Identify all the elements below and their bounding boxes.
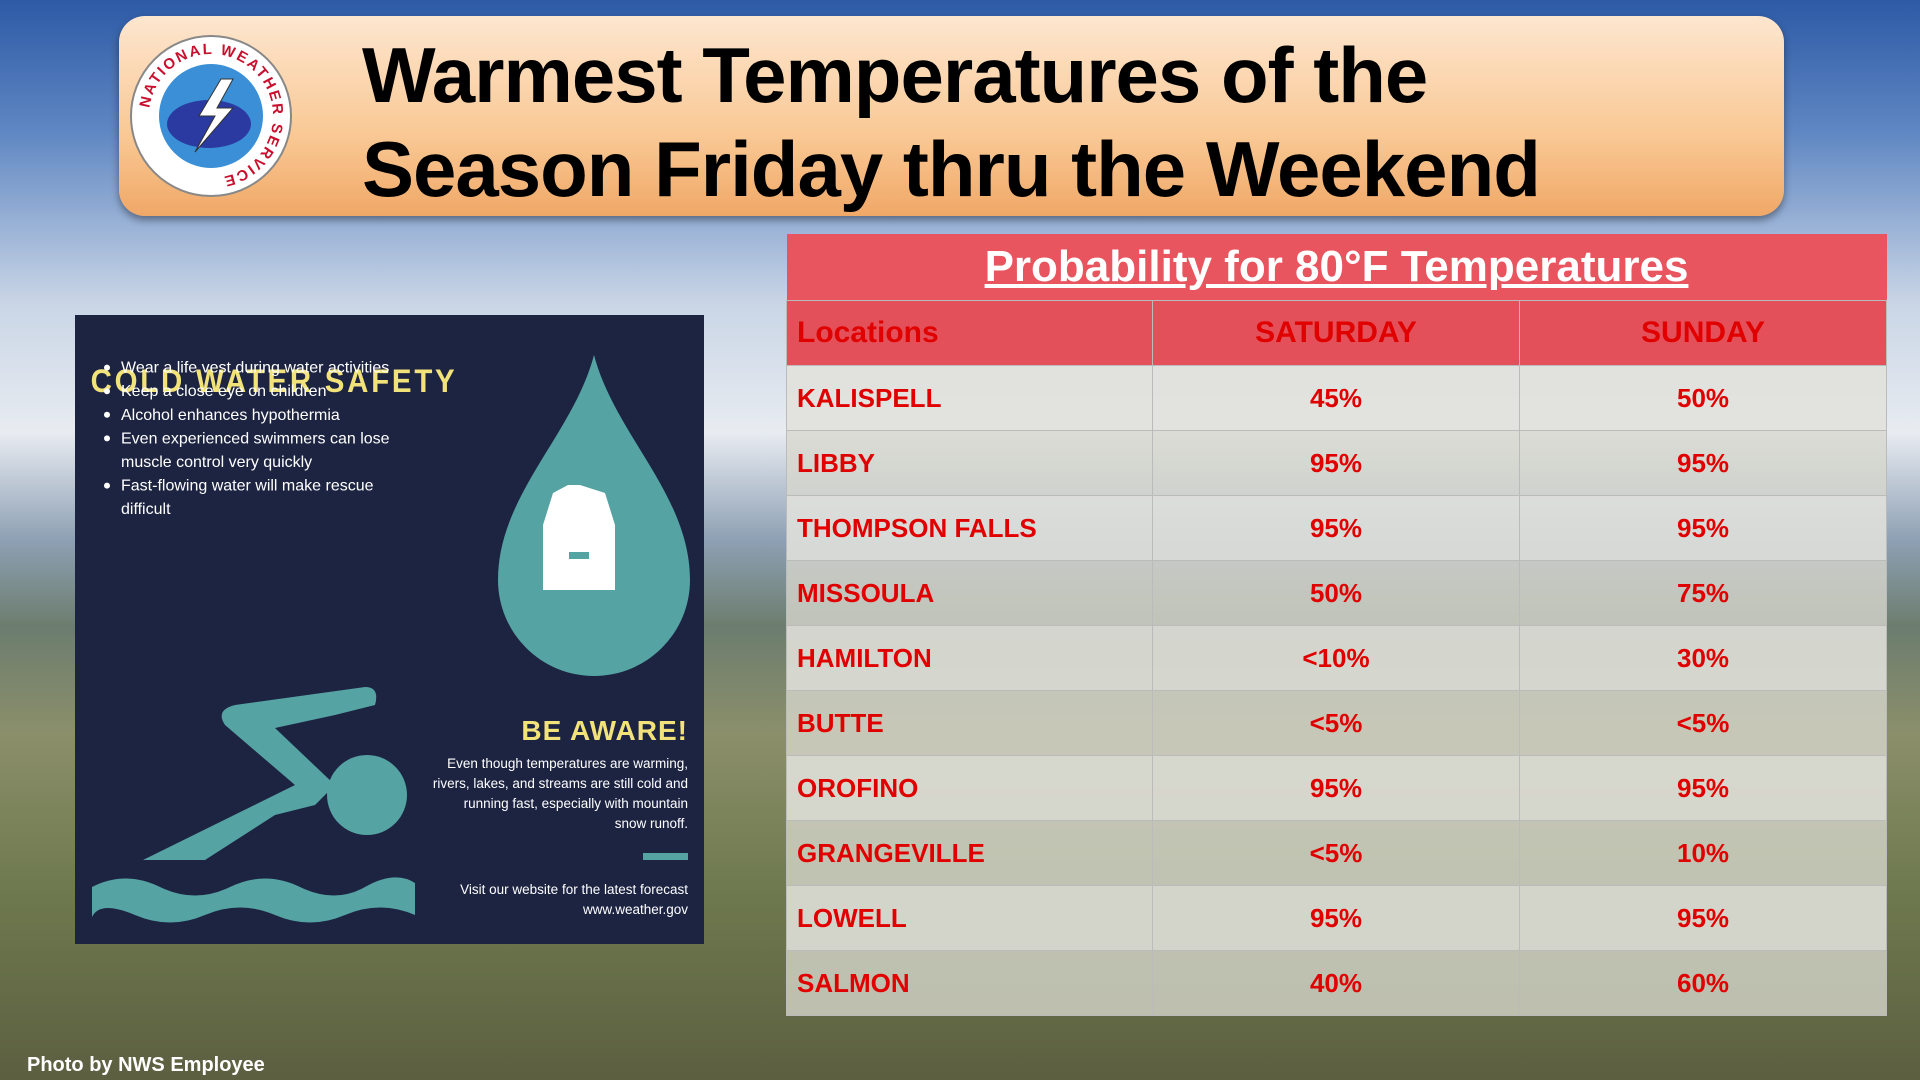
- probability-cell: 95%: [1152, 755, 1520, 821]
- column-header: Locations: [786, 300, 1153, 366]
- footer-line: Visit our website for the latest forecas…: [460, 882, 688, 897]
- location-cell: LIBBY: [786, 430, 1153, 496]
- location-cell: BUTTE: [786, 690, 1153, 756]
- probability-cell: <5%: [1152, 690, 1520, 756]
- location-cell: GRANGEVILLE: [786, 820, 1153, 886]
- table-row: GRANGEVILLE <5% 10%: [786, 820, 1888, 886]
- table-row: LIBBY 95% 95%: [786, 430, 1888, 496]
- probability-cell: 95%: [1518, 885, 1888, 951]
- footer-line: www.weather.gov: [582, 902, 688, 917]
- waves: [92, 877, 415, 923]
- table-row: SALMON 40% 60%: [786, 950, 1888, 1016]
- probability-cell: 10%: [1518, 820, 1888, 886]
- probability-cell: 60%: [1518, 950, 1888, 1016]
- table-row: LOWELL 95% 95%: [786, 885, 1888, 951]
- table-row: MISSOULA 50% 75%: [786, 560, 1888, 626]
- probability-cell: 50%: [1518, 365, 1888, 431]
- column-header: SATURDAY: [1152, 300, 1520, 366]
- swimmer-head: [327, 755, 407, 835]
- swimmer-body: [143, 687, 377, 860]
- divider: [643, 853, 688, 860]
- aware-line: running fast, especially with mountain: [464, 796, 688, 811]
- title-line: Warmest Temperatures of the: [362, 31, 1428, 119]
- table-row: BUTTE <5% <5%: [786, 690, 1888, 756]
- location-cell: THOMPSON FALLS: [786, 495, 1153, 561]
- probability-cell: 45%: [1152, 365, 1520, 431]
- probability-table: Probability for 80°F Temperatures Locati…: [786, 234, 1888, 1016]
- bullet-dot: [104, 364, 110, 371]
- location-cell: MISSOULA: [786, 560, 1153, 626]
- table-row: HAMILTON <10% 30%: [786, 625, 1888, 691]
- bullet-text: Keep a close eye on children: [121, 383, 326, 400]
- aware-text: Even though temperatures are warming, riv…: [433, 756, 688, 831]
- column-header: SUNDAY: [1518, 300, 1888, 366]
- life-vest-icon: [543, 485, 615, 590]
- probability-cell: 50%: [1152, 560, 1520, 626]
- table-title: Probability for 80°F Temperatures: [786, 234, 1887, 301]
- table-row: KALISPELL 45% 50%: [786, 365, 1888, 431]
- bullet-dot: [104, 435, 110, 442]
- aware-line: rivers, lakes, and streams are still col…: [433, 776, 688, 791]
- table-row: OROFINO 95% 95%: [786, 755, 1888, 821]
- bullet-text: Wear a life vest during water activities: [121, 360, 389, 377]
- aware-line: Even though temperatures are warming,: [447, 756, 688, 771]
- location-cell: SALMON: [786, 950, 1153, 1016]
- bullet-text: Fast-flowing water will make rescue: [121, 478, 374, 495]
- probability-cell: 95%: [1152, 885, 1520, 951]
- probability-cell: <10%: [1152, 625, 1520, 691]
- probability-cell: 95%: [1152, 495, 1520, 561]
- bullet-dot: [104, 482, 110, 489]
- header: NATIONAL WEATHER SERVICE Warmest Tempera…: [119, 16, 1784, 216]
- bullet-text: muscle control very quickly: [121, 454, 312, 471]
- probability-cell: 40%: [1152, 950, 1520, 1016]
- probability-cell: 95%: [1518, 755, 1888, 821]
- probability-cell: 95%: [1518, 430, 1888, 496]
- location-cell: LOWELL: [786, 885, 1153, 951]
- probability-cell: <5%: [1518, 690, 1888, 756]
- photo-credit: Photo by NWS Employee: [27, 1054, 265, 1076]
- probability-cell: 30%: [1518, 625, 1888, 691]
- cold-water-safety-panel: COLD WATER SAFETY Wear a life vest durin…: [75, 315, 704, 944]
- probability-cell: 95%: [1518, 495, 1888, 561]
- table-row: THOMPSON FALLS 95% 95%: [786, 495, 1888, 561]
- title-line: Season Friday thru the Weekend: [362, 125, 1541, 213]
- bullet-dot: [104, 388, 110, 395]
- panel-title: COLD WATER SAFETY: [91, 363, 458, 399]
- bullet-text: difficult: [121, 501, 171, 518]
- location-cell: HAMILTON: [786, 625, 1153, 691]
- location-cell: KALISPELL: [786, 365, 1153, 431]
- bullet-text: Alcohol enhances hypothermia: [121, 407, 340, 424]
- bullet-dot: [104, 411, 110, 418]
- probability-cell: 75%: [1518, 560, 1888, 626]
- probability-cell: 95%: [1152, 430, 1520, 496]
- bullet-text: Even experienced swimmers can lose: [121, 430, 390, 447]
- aware-heading: BE AWARE!: [521, 715, 688, 746]
- location-cell: OROFINO: [786, 755, 1153, 821]
- panel-footer: Visit our website for the latest forecas…: [460, 882, 688, 917]
- aware-line: snow runoff.: [615, 816, 688, 831]
- bullet-list: Wear a life vest during water activities…: [104, 360, 390, 518]
- nws-logo: NATIONAL WEATHER SERVICE: [130, 35, 292, 197]
- probability-cell: <5%: [1152, 820, 1520, 886]
